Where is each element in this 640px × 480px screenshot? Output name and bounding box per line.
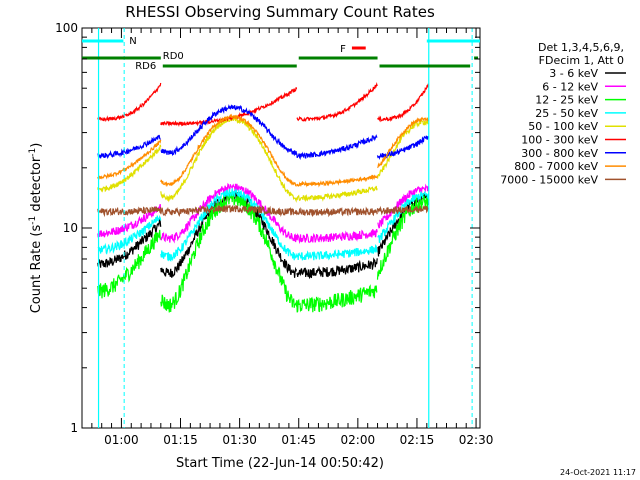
rd6-label: RD6 [135, 61, 156, 72]
series-line-6-segment-2 [296, 134, 378, 161]
x-axis-label: Start Time (22-Jun-14 00:50:42) [176, 456, 384, 471]
legend-label: 3 - 6 keV [549, 67, 598, 80]
legend-label: 300 - 800 keV [521, 147, 598, 160]
series-line-7-segment-1 [160, 113, 297, 188]
y-axis-label: Count Rate (s-1 detector-1) [28, 143, 44, 314]
series-line-2-segment-0 [97, 229, 161, 299]
y-tick-label: 1 [70, 421, 78, 435]
x-tick-label: 02:15 [400, 433, 435, 447]
legend-header-line-1: Det 1,3,4,5,6,9, [538, 41, 624, 54]
series-line-8-segment-0 [97, 205, 162, 218]
series-line-8-segment-3 [376, 205, 429, 216]
series-line-3-segment-2 [296, 244, 378, 261]
series-line-3-segment-0 [97, 214, 162, 255]
series-line-1-segment-0 [97, 203, 162, 238]
series-line-4-segment-0 [97, 144, 162, 193]
series-line-0-segment-2 [296, 257, 378, 280]
series-line-6-segment-1 [160, 104, 298, 157]
x-tick-label: 01:15 [163, 433, 198, 447]
series-line-5-segment-3 [377, 83, 430, 123]
legend-label: 800 - 7000 keV [514, 160, 598, 173]
legend-label: 50 - 100 keV [528, 120, 598, 133]
y-tick-label: 10 [63, 221, 78, 235]
rd0-label: RD0 [163, 51, 184, 62]
legend-label: 7000 - 15000 keV [500, 173, 598, 186]
series-line-4-segment-1 [160, 115, 298, 203]
series-line-1-segment-2 [296, 228, 378, 245]
series-line-7-segment-2 [296, 174, 378, 188]
series-line-5-segment-0 [97, 82, 162, 123]
chart-title: RHESSI Observing Summary Count Rates [125, 3, 435, 21]
x-tick-label: 01:00 [104, 433, 139, 447]
series-line-4-segment-2 [296, 185, 378, 202]
series-line-3-segment-3 [377, 191, 430, 244]
series-line-1-segment-1 [160, 182, 298, 244]
legend-label: 100 - 300 keV [521, 134, 598, 147]
timestamp: 24-Oct-2021 11:17 [560, 468, 636, 477]
x-tick-label: 02:00 [341, 433, 376, 447]
series-line-6-segment-3 [376, 135, 430, 160]
series-line-7-segment-3 [377, 116, 430, 169]
x-tick-label: 01:45 [281, 433, 316, 447]
series-line-7-segment-0 [97, 139, 162, 180]
series-line-4-segment-3 [376, 118, 429, 179]
series-line-2-segment-2 [296, 284, 378, 313]
flare-flag-label: F [340, 44, 346, 55]
series-line-5-segment-2 [296, 81, 378, 122]
legend-header-line-2: FDecim 1, Att 0 [539, 54, 624, 67]
series-line-8-segment-1 [160, 204, 298, 217]
night-flag-label: N [129, 36, 136, 47]
series-line-0-segment-0 [97, 219, 162, 268]
y-tick-label: 100 [55, 21, 78, 35]
legend-label: 12 - 25 keV [535, 94, 598, 107]
series-line-3-segment-1 [160, 188, 298, 262]
series-line-6-segment-0 [97, 134, 161, 160]
x-tick-label: 02:30 [459, 433, 494, 447]
series-line-1-segment-3 [377, 183, 430, 229]
series-line-2-segment-1 [160, 191, 298, 313]
x-tick-label: 01:30 [222, 433, 257, 447]
legend-label: 25 - 50 keV [535, 107, 598, 120]
legend-label: 6 - 12 keV [542, 80, 598, 93]
series-line-8-segment-2 [296, 206, 378, 218]
